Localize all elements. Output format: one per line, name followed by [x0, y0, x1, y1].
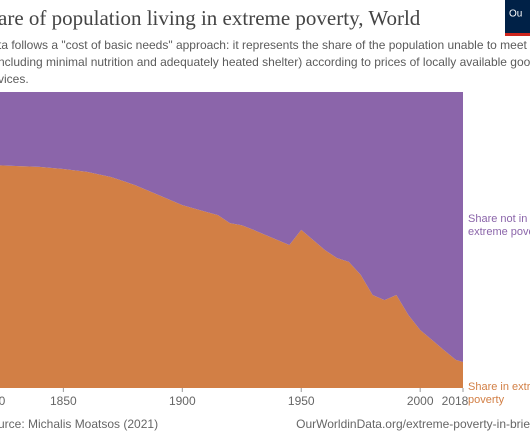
logo-box — [505, 0, 530, 33]
x-tick-label: 1820 — [0, 394, 6, 408]
area — [0, 165, 463, 388]
x-tick-label: 1900 — [169, 394, 196, 408]
source: urce: Michalis Moatsos (2021) — [0, 417, 158, 431]
area — [0, 92, 463, 362]
subtitle: vices. — [0, 72, 29, 86]
x-tick-label: 2018 — [442, 394, 469, 408]
chart-title: are of population living in extreme pove… — [0, 6, 421, 30]
x-tick-label: 2000 — [407, 394, 434, 408]
logo: Ou — [509, 9, 522, 20]
legend-label: Share in extrem — [468, 381, 530, 393]
x-tick-label: 1850 — [50, 394, 77, 408]
legend-label: poverty — [468, 394, 505, 406]
legend-label: extreme pover — [468, 226, 530, 238]
legend-label: Share not in — [468, 213, 527, 225]
source-url: OurWorldinData.org/extreme-poverty-in-br… — [296, 417, 530, 431]
subtitle: ta follows a "cost of basic needs" appro… — [0, 38, 530, 52]
x-tick-label: 1950 — [288, 394, 315, 408]
logo-bar — [505, 33, 530, 36]
subtitle: ncluding minimal nutrition and adequatel… — [0, 55, 530, 69]
